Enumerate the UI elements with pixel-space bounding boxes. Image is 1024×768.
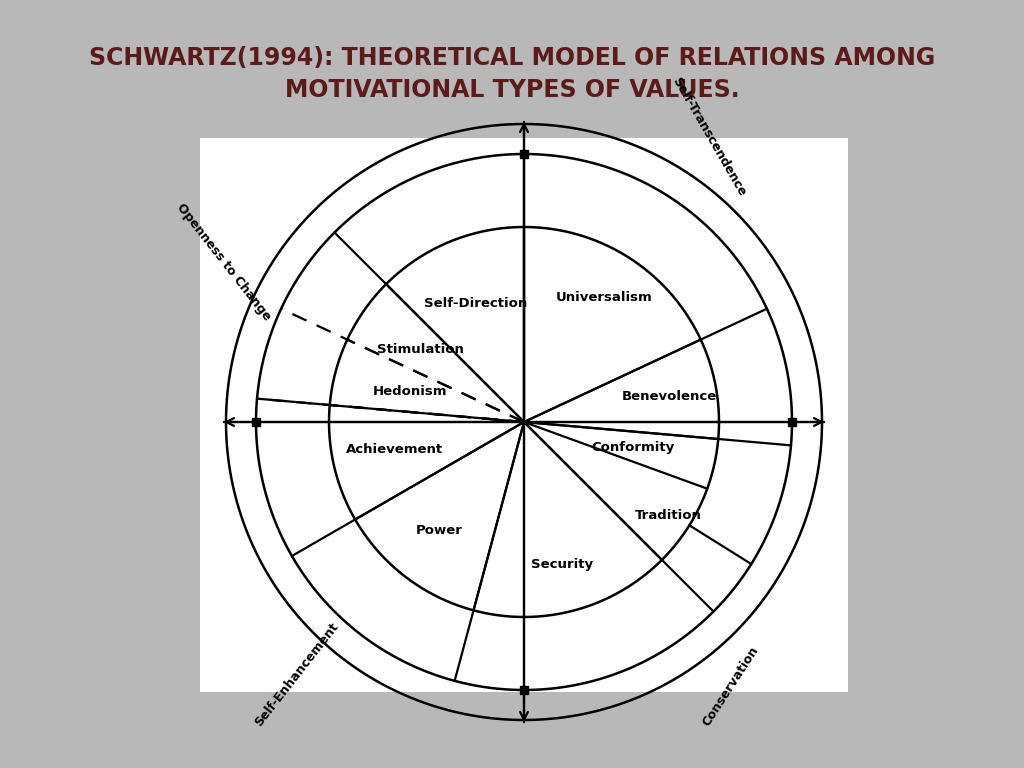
Text: Self-Transcendence: Self-Transcendence (670, 75, 749, 199)
Text: Tradition: Tradition (635, 509, 701, 522)
Text: Openness to Change: Openness to Change (174, 201, 273, 323)
Text: Self-Direction: Self-Direction (424, 296, 527, 310)
Text: SCHWARTZ(1994): THEORETICAL MODEL OF RELATIONS AMONG: SCHWARTZ(1994): THEORETICAL MODEL OF REL… (89, 46, 935, 70)
Text: Power: Power (416, 525, 463, 538)
Text: Conformity: Conformity (592, 441, 675, 454)
Text: Benevolence: Benevolence (623, 390, 718, 402)
Text: Self-Enhancement: Self-Enhancement (252, 621, 341, 729)
Text: Security: Security (531, 558, 593, 571)
Text: Conservation: Conservation (699, 644, 761, 728)
Bar (200, 138, 848, 692)
Text: Achievement: Achievement (346, 443, 443, 456)
Text: Hedonism: Hedonism (373, 385, 447, 398)
Text: Universalism: Universalism (556, 291, 653, 304)
Text: MOTIVATIONAL TYPES OF VALUES.: MOTIVATIONAL TYPES OF VALUES. (285, 78, 739, 102)
Text: Stimulation: Stimulation (378, 343, 464, 356)
